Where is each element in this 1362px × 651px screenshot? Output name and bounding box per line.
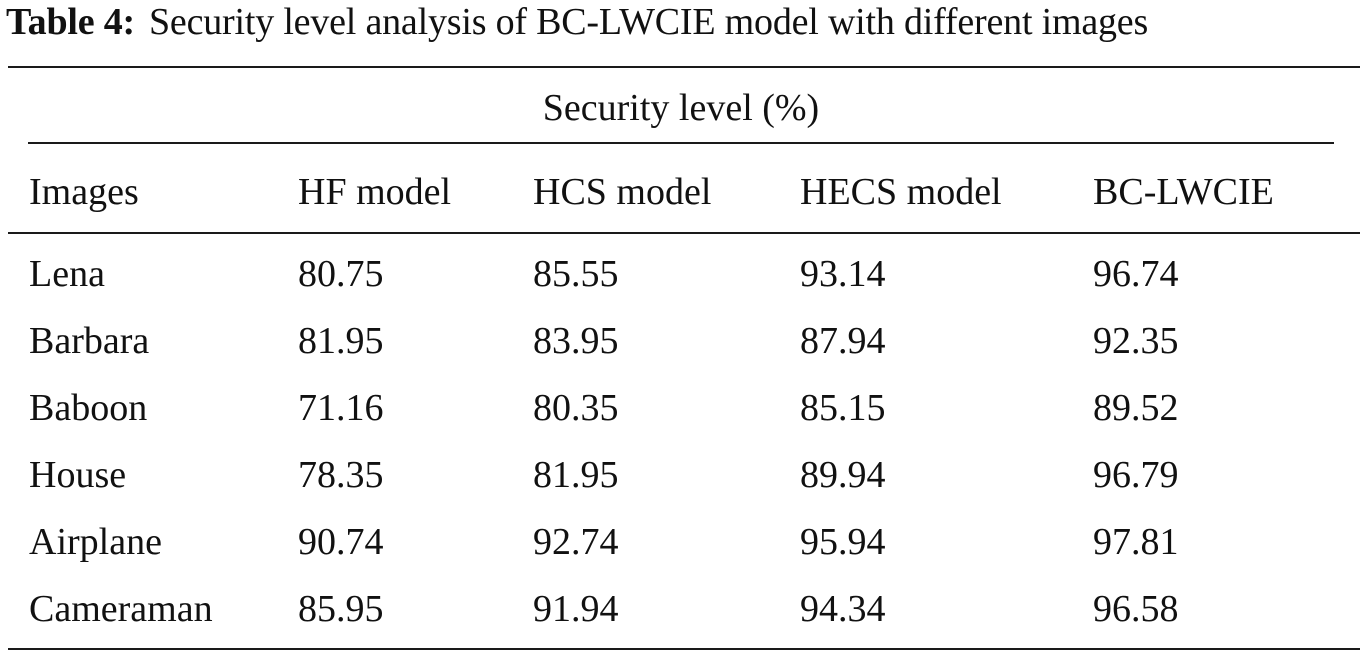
table-cell-image-name: Lena <box>29 253 105 295</box>
column-header-hf-model: HF model <box>298 171 452 213</box>
table-cell-bc-lwcie-value: 97.81 <box>1093 521 1179 563</box>
column-header-images: Images <box>29 171 139 213</box>
table-cell-image-name: Barbara <box>29 320 150 362</box>
table-cell-image-name: House <box>29 454 127 496</box>
table-cell-image-name: Cameraman <box>29 588 213 630</box>
table-cell-hcs-value: 85.55 <box>533 253 619 295</box>
table-cell-bc-lwcie-value: 96.58 <box>1093 588 1179 630</box>
table-cell-hcs-value: 83.95 <box>533 320 619 362</box>
table-cell-hf-value: 80.75 <box>298 253 384 295</box>
table-cell-hecs-value: 95.94 <box>800 521 886 563</box>
table-caption-text: Security level analysis of BC-LWCIE mode… <box>148 1 1149 43</box>
table-cell-hf-value: 85.95 <box>298 588 384 630</box>
column-group-rule <box>28 142 1334 144</box>
table-top-rule <box>8 66 1360 68</box>
column-group-header: Security level (%) <box>542 87 820 129</box>
table-cell-hcs-value: 81.95 <box>533 454 619 496</box>
table-cell-hecs-value: 89.94 <box>800 454 886 496</box>
table-cell-hecs-value: 87.94 <box>800 320 886 362</box>
table-cell-image-name: Airplane <box>29 521 162 563</box>
table-caption: Table 4: Security level analysis of BC-LW… <box>6 0 1148 50</box>
table-cell-bc-lwcie-value: 96.79 <box>1093 454 1179 496</box>
table-cell-image-name: Baboon <box>29 387 148 429</box>
table-cell-bc-lwcie-value: 89.52 <box>1093 387 1179 429</box>
table-cell-hf-value: 81.95 <box>298 320 384 362</box>
table-cell-hecs-value: 85.15 <box>800 387 886 429</box>
table-cell-hcs-value: 91.94 <box>533 588 619 630</box>
table-cell-hecs-value: 94.34 <box>800 588 886 630</box>
table-cell-bc-lwcie-value: 96.74 <box>1093 253 1179 295</box>
table-cell-hecs-value: 93.14 <box>800 253 886 295</box>
table-cell-hcs-value: 80.35 <box>533 387 619 429</box>
table-cell-bc-lwcie-value: 92.35 <box>1093 320 1179 362</box>
column-header-hcs-model: HCS model <box>533 171 712 213</box>
table-cell-hf-value: 71.16 <box>298 387 384 429</box>
column-header-bc-lwcie: BC-LWCIE <box>1093 171 1274 213</box>
table-cell-hf-value: 78.35 <box>298 454 384 496</box>
table-cell-hf-value: 90.74 <box>298 521 384 563</box>
table-header-rule <box>8 232 1360 234</box>
column-header-hecs-model: HECS model <box>800 171 1002 213</box>
table-bottom-rule <box>8 648 1360 650</box>
table-cell-hcs-value: 92.74 <box>533 521 619 563</box>
table-caption-label: Table 4: <box>6 1 135 43</box>
